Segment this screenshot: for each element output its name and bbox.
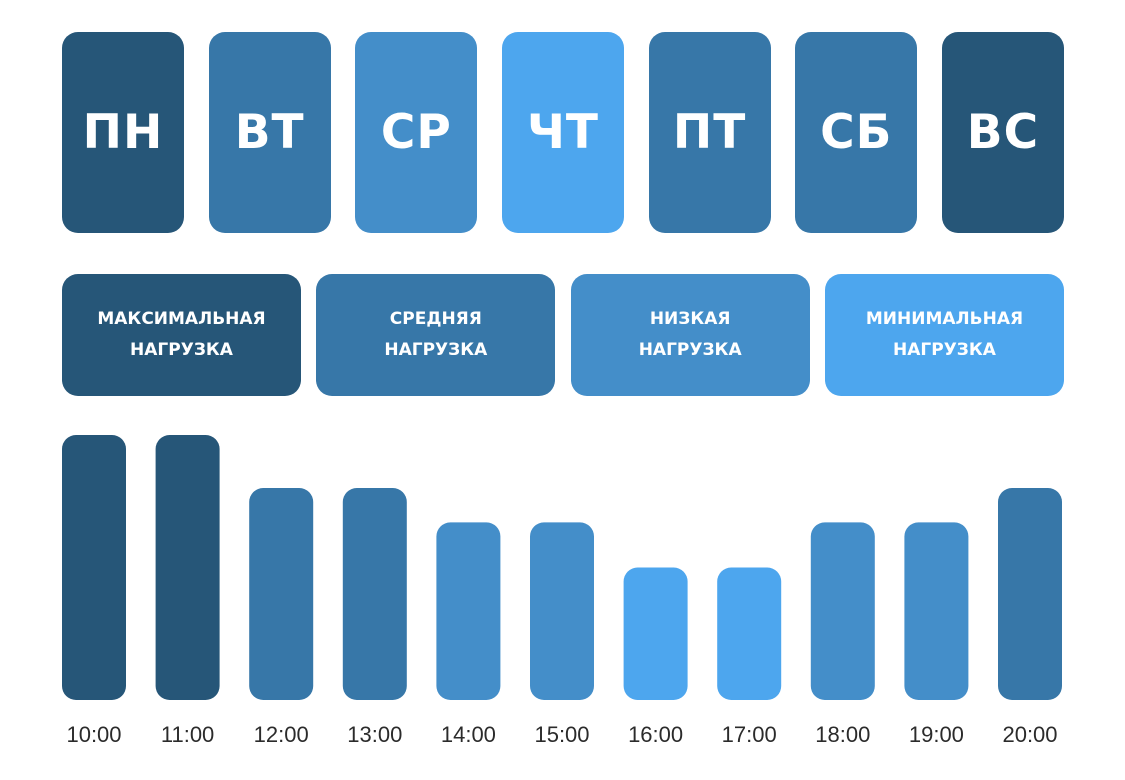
legend-medium-load-line1: СРЕДНЯЯ (389, 309, 482, 329)
load-legend: МАКСИМАЛЬНАЯ НАГРУЗКА СРЕДНЯЯ НАГРУЗКА Н… (62, 274, 1064, 396)
legend-max-load-line2: НАГРУЗКА (130, 340, 233, 360)
x-tick-label: 16:00 (628, 722, 683, 747)
day-card-sun[interactable]: ВС (941, 32, 1064, 233)
legend-max-load: МАКСИМАЛЬНАЯ НАГРУЗКА (62, 274, 301, 396)
legend-low-load-line2: НАГРУЗКА (638, 340, 742, 360)
day-card-tue[interactable]: ВТ (208, 32, 331, 233)
x-tick-label: 15:00 (534, 722, 589, 747)
bar-16-00 (623, 567, 688, 700)
bar-10-00 (62, 435, 126, 700)
day-card-thu[interactable]: ЧТ (501, 32, 624, 233)
bar-17-00 (717, 567, 782, 700)
day-card-wed[interactable]: СР (355, 32, 478, 233)
legend-medium-load: СРЕДНЯЯ НАГРУЗКА (316, 274, 556, 396)
x-tick-label: 19:00 (909, 722, 964, 747)
x-tick-label: 17:00 (722, 722, 777, 747)
legend-low-load: НИЗКАЯ НАГРУЗКА (570, 274, 810, 396)
bar-14-00 (436, 522, 501, 700)
bar-15-00 (530, 522, 594, 700)
x-tick-label: 20:00 (1002, 722, 1057, 747)
bar-19-00 (904, 522, 969, 700)
bar-13-00 (342, 488, 407, 700)
legend-min-load-line1: МИНИМАЛЬНАЯ (865, 309, 1024, 329)
x-tick-label: 12:00 (254, 722, 309, 747)
legend-medium-load-line2: НАГРУЗКА (384, 340, 488, 360)
x-tick-label: 13:00 (347, 722, 402, 747)
bar-18-00 (810, 522, 875, 700)
x-tick-label: 11:00 (161, 722, 214, 747)
day-card-fri[interactable]: ПТ (648, 32, 771, 233)
hourly-load-chart: 10:00 11:00 12:00 13:00 14:00 15:00 16:00 17:00… (62, 435, 1062, 747)
legend-low-load-line1: НИЗКАЯ (649, 309, 731, 329)
legend-max-load-line1: МАКСИМАЛЬНАЯ (97, 309, 266, 329)
legend-min-load-line2: НАГРУЗКА (893, 340, 996, 360)
x-tick-label: 18:00 (815, 722, 870, 747)
day-card-mon[interactable]: ПН (62, 32, 184, 233)
bar-12-00 (249, 488, 314, 700)
x-tick-label: 14:00 (441, 722, 496, 747)
legend-min-load: МИНИМАЛЬНАЯ НАГРУЗКА (824, 274, 1064, 396)
weekday-cards: ПН ВТ СР ЧТ ПТ СБ ВС (62, 32, 1064, 233)
bar-11-00 (155, 435, 220, 700)
day-card-sat[interactable]: СБ (795, 32, 918, 233)
x-tick-label: 10:00 (66, 722, 121, 747)
bar-20-00 (998, 488, 1062, 700)
